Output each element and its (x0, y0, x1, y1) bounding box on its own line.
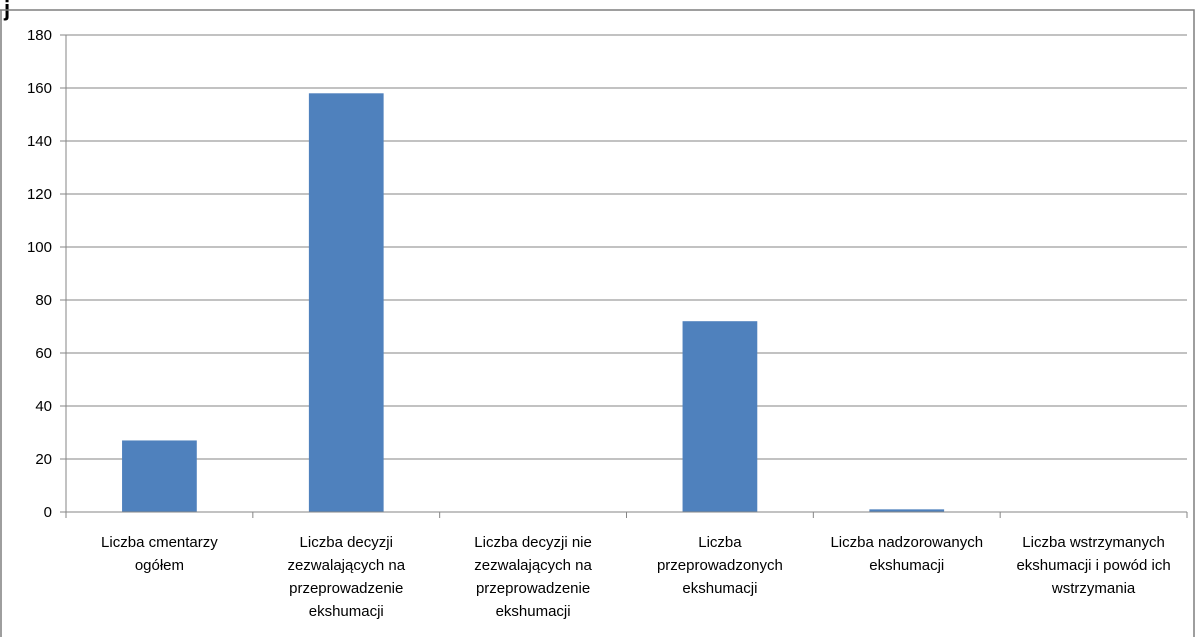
x-category-label-line: ogółem (135, 557, 184, 574)
y-tick-label: 160 (27, 80, 52, 97)
x-category-label: Liczba decyzji nie zezwalających na przepr… (474, 534, 592, 620)
y-tick-label: 20 (35, 451, 52, 468)
x-category-label-line: przeprowadzonych (657, 557, 783, 574)
y-tick-label: 40 (35, 398, 52, 415)
x-category-label-line: Liczba (698, 534, 742, 551)
x-category-label: Liczba nadzorowanych ekshumacji (830, 534, 983, 574)
bar (869, 509, 945, 512)
x-category-label-line: ekshumacji (682, 580, 757, 597)
y-tick-labels: 0 20 40 60 80 100 120 140 160 180 (27, 27, 52, 521)
x-category-labels: Liczba cmentarzy ogółem Liczba decyzji zezw… (101, 534, 1171, 620)
x-category-label-line: zezwalających na (287, 557, 405, 574)
x-category-label-line: zezwalających na (474, 557, 592, 574)
x-category-label: Liczba decyzji zezwalających na przeprowad… (287, 534, 405, 620)
bar (308, 93, 384, 513)
x-category-label-line: Liczba nadzorowanych (830, 534, 983, 551)
x-category-label-line: ekshumacji (309, 603, 384, 620)
y-tick-label: 0 (44, 504, 52, 521)
gridlines (66, 34, 1187, 460)
x-category-label: Liczba cmentarzy ogółem (101, 534, 218, 574)
x-category-label-line: ekshumacji i powód ich (1016, 557, 1170, 574)
x-category-label: Liczba przeprowadzonych ekshumacji (657, 534, 783, 597)
x-category-label-line: Liczba cmentarzy (101, 534, 218, 551)
x-category-label-line: ekshumacji (496, 603, 571, 620)
y-tick-label: 80 (35, 292, 52, 309)
chart-frame-border (0, 9, 1195, 637)
x-category-label-line: Liczba decyzji (300, 534, 393, 551)
y-tick-label: 140 (27, 133, 52, 150)
y-tick-label: 60 (35, 345, 52, 362)
bars (122, 93, 945, 513)
y-tick-label: 180 (27, 27, 52, 44)
x-category-label-line: Liczba decyzji nie (474, 534, 592, 551)
x-category-label-line: wstrzymania (1051, 580, 1136, 597)
x-category-label-line: przeprowadzenie (476, 580, 590, 597)
x-category-label-line: Liczba wstrzymanych (1022, 534, 1165, 551)
y-tick-label: 100 (27, 239, 52, 256)
bar (682, 321, 758, 512)
axes (60, 34, 1188, 518)
y-tick-label: 120 (27, 186, 52, 203)
x-category-label-line: ekshumacji (869, 557, 944, 574)
x-category-label: Liczba wstrzymanych ekshumacji i powód ic… (1016, 534, 1170, 597)
bar (122, 440, 197, 512)
x-category-label-line: przeprowadzenie (289, 580, 403, 597)
